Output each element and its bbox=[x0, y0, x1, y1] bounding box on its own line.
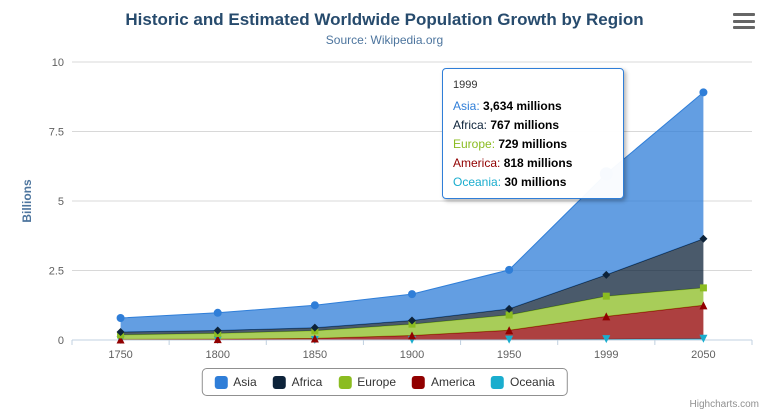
point-marker-oceania-1950[interactable] bbox=[505, 335, 514, 344]
legend-label: Oceania bbox=[510, 375, 555, 389]
hamburger-icon-bar bbox=[733, 19, 755, 23]
point-marker-oceania-1999[interactable] bbox=[602, 335, 611, 344]
x-axis-label: 1950 bbox=[497, 349, 521, 361]
point-marker-europe-1950[interactable] bbox=[505, 311, 513, 319]
point-marker-africa-1950[interactable] bbox=[505, 304, 514, 313]
hamburger-icon-bar bbox=[733, 26, 755, 29]
point-marker-asia-1850[interactable] bbox=[310, 301, 319, 310]
point-marker-asia-1950[interactable] bbox=[505, 265, 514, 274]
y-axis-label: 7.5 bbox=[49, 127, 64, 139]
export-menu-button[interactable] bbox=[733, 13, 755, 29]
y-axis-label: 5 bbox=[58, 196, 64, 208]
legend-label: Europe bbox=[357, 375, 397, 389]
tooltip-row: America: 818 millions bbox=[453, 156, 573, 170]
legend-label: Africa bbox=[291, 375, 323, 389]
legend-swatch bbox=[491, 375, 505, 389]
point-marker-america-1950[interactable] bbox=[505, 326, 514, 335]
area-series-asia[interactable] bbox=[120, 92, 704, 332]
y-axis-label: 0 bbox=[58, 335, 64, 347]
point-marker-america-1850[interactable] bbox=[310, 334, 319, 343]
x-axis-label: 1850 bbox=[303, 349, 327, 361]
point-marker-europe-1999[interactable] bbox=[602, 292, 610, 300]
point-marker-africa-2050[interactable] bbox=[699, 234, 708, 243]
legend-swatch bbox=[338, 375, 352, 389]
tooltip-row: Europe: 729 millions bbox=[453, 137, 568, 151]
x-axis-label: 2050 bbox=[691, 349, 715, 361]
legend-item-asia[interactable]: Asia bbox=[214, 375, 257, 389]
x-axis-label: 1999 bbox=[594, 349, 618, 361]
legend-item-oceania[interactable]: Oceania bbox=[491, 375, 555, 389]
point-marker-oceania-2050[interactable] bbox=[699, 334, 708, 343]
point-marker-asia-1750[interactable] bbox=[116, 314, 125, 323]
credits-link[interactable]: Highcharts.com bbox=[689, 399, 759, 410]
point-marker-asia-1900[interactable] bbox=[408, 290, 416, 299]
point-marker-america-1900[interactable] bbox=[408, 331, 416, 340]
chart-title: Historic and Estimated Worldwide Populat… bbox=[125, 10, 644, 29]
point-marker-america-1999[interactable] bbox=[602, 312, 611, 321]
legend-swatch bbox=[272, 375, 286, 389]
y-axis-label: 10 bbox=[52, 57, 64, 69]
legend-swatch bbox=[412, 375, 426, 389]
point-marker-america-1750[interactable] bbox=[116, 335, 125, 344]
tooltip: 1999 Asia: 3,634 millions Africa: 767 mil… bbox=[442, 68, 624, 199]
legend-label: America bbox=[431, 375, 476, 389]
y-axis-label: 2.5 bbox=[49, 266, 64, 278]
point-marker-africa-1800[interactable] bbox=[213, 326, 222, 335]
x-axis-label: 1750 bbox=[108, 349, 132, 361]
legend-item-africa[interactable]: Africa bbox=[272, 375, 323, 389]
point-marker-africa-1850[interactable] bbox=[310, 323, 319, 332]
y-axis-title: Billions bbox=[20, 179, 34, 223]
legend-swatch bbox=[214, 375, 228, 389]
tooltip-header: 1999 bbox=[453, 79, 478, 91]
tooltip-rows: Asia: 3,634 millions Africa: 767 millions… bbox=[453, 97, 613, 192]
legend-item-europe[interactable]: Europe bbox=[338, 375, 396, 389]
point-marker-africa-1900[interactable] bbox=[408, 316, 416, 325]
point-marker-africa-1999[interactable] bbox=[602, 270, 611, 279]
x-axis-label: 1900 bbox=[400, 349, 424, 361]
legend: Asia Africa Europe America Oceania bbox=[201, 368, 568, 396]
point-marker-asia-1800[interactable] bbox=[213, 308, 222, 317]
point-marker-africa-1750[interactable] bbox=[116, 327, 125, 336]
point-marker-asia-2050[interactable] bbox=[699, 88, 708, 97]
area-series-america[interactable] bbox=[120, 305, 704, 340]
tooltip-row: Asia: 3,634 millions bbox=[453, 99, 562, 113]
tooltip-row: Africa: 767 millions bbox=[453, 118, 560, 132]
legend-item-america[interactable]: America bbox=[412, 375, 475, 389]
point-marker-america-2050[interactable] bbox=[699, 301, 708, 310]
chart-subtitle: Source: Wikipedia.org bbox=[325, 33, 444, 47]
point-marker-europe-2050[interactable] bbox=[699, 284, 707, 292]
x-axis-label: 1800 bbox=[205, 349, 229, 361]
tooltip-row: Oceania: 30 millions bbox=[453, 175, 567, 189]
legend-label: Asia bbox=[233, 375, 257, 389]
area-series-africa[interactable] bbox=[120, 238, 704, 335]
point-marker-america-1800[interactable] bbox=[213, 335, 222, 344]
hamburger-icon-bar bbox=[733, 13, 755, 16]
